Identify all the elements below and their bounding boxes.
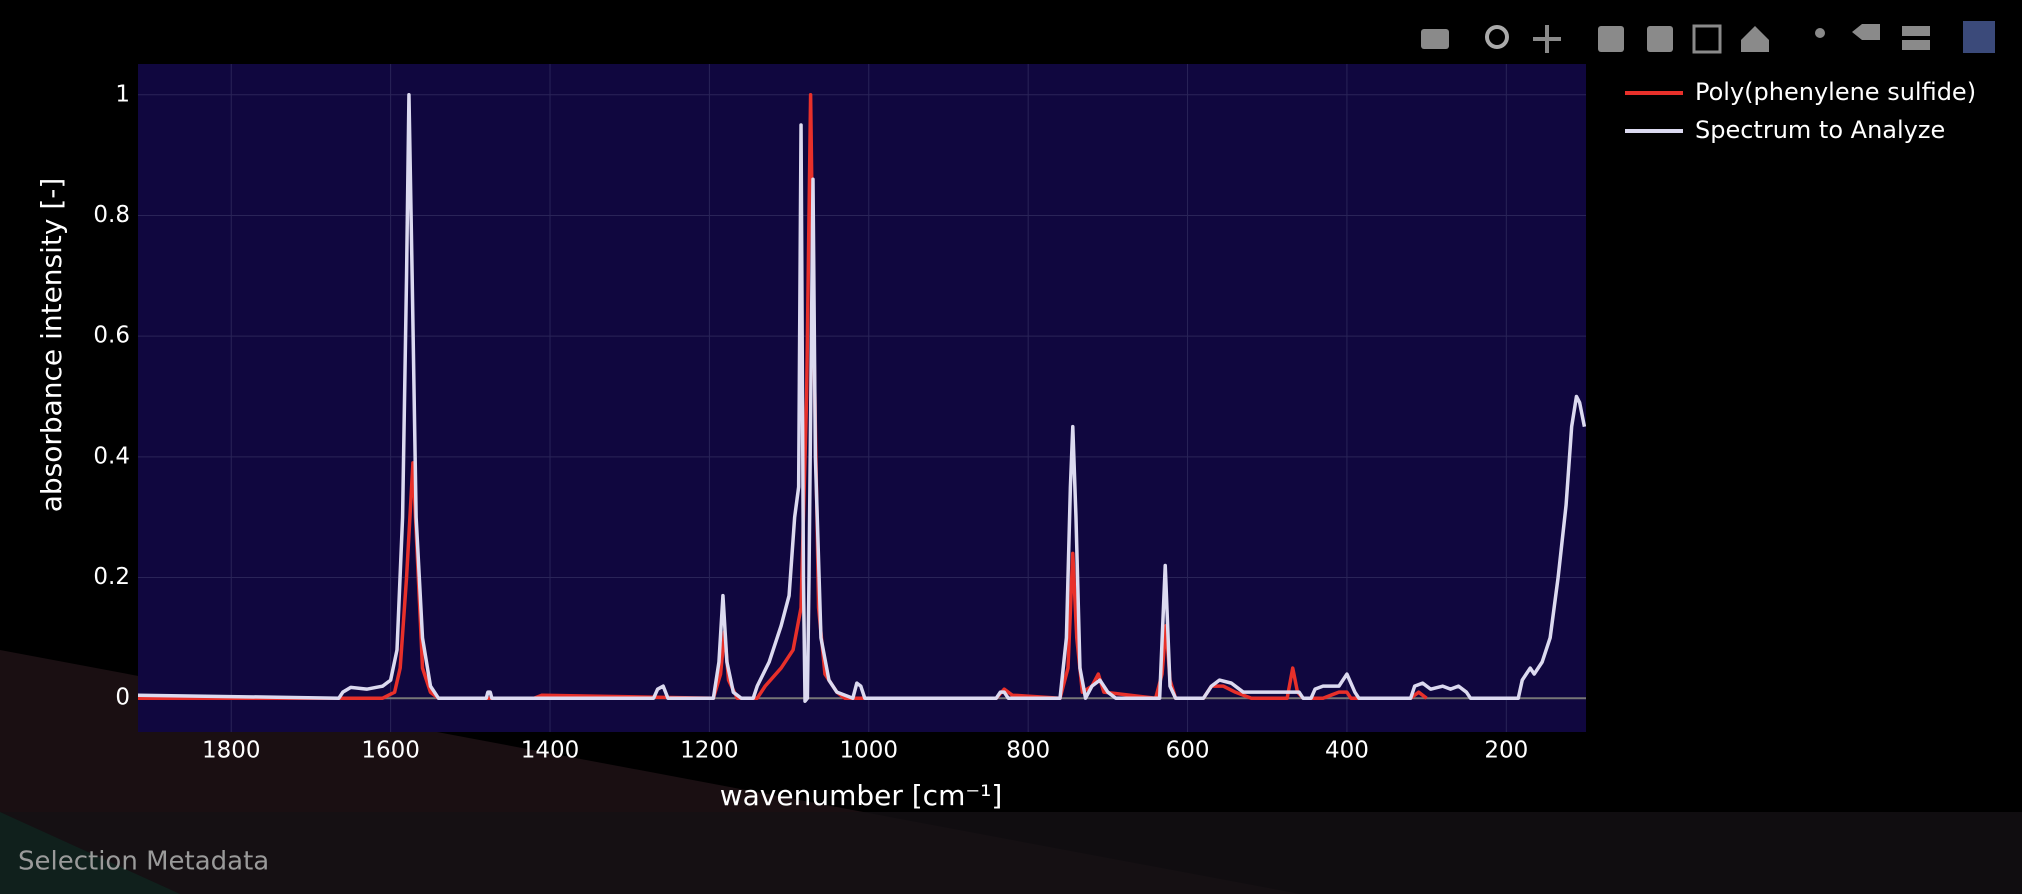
hover-compare-button[interactable] <box>1902 40 1930 50</box>
y-tick-label: 1 <box>115 81 130 107</box>
x-tick-label: 200 <box>1484 738 1528 764</box>
reset-button[interactable] <box>1741 26 1769 52</box>
x-tick-label: 1600 <box>361 738 420 764</box>
zoom-in-button[interactable] <box>1598 26 1624 52</box>
spike-button[interactable] <box>1815 28 1825 38</box>
hover-compare-button[interactable] <box>1902 26 1930 36</box>
zoom-out-button[interactable] <box>1647 26 1673 52</box>
x-tick-label: 1400 <box>521 738 580 764</box>
plot-lines <box>138 93 1586 703</box>
footer-bar <box>0 812 2022 894</box>
y-tick-label: 0.4 <box>93 443 130 469</box>
x-tick-label: 1800 <box>202 738 261 764</box>
autoscale-button[interactable] <box>1692 24 1722 54</box>
y-tick-label: 0.2 <box>93 564 130 590</box>
pan-button[interactable] <box>1533 25 1561 53</box>
camera-button[interactable] <box>1421 29 1449 49</box>
y-tick-label: 0.6 <box>93 323 130 349</box>
y-tick-label: 0 <box>115 685 130 711</box>
zoom-button[interactable] <box>1485 25 1509 49</box>
plot-area <box>138 64 1586 732</box>
y-axis-title: absorbance intensity [-] <box>35 178 68 513</box>
x-tick-label: 1200 <box>680 738 739 764</box>
plotly-logo[interactable] <box>1963 21 1995 53</box>
y-tick-label: 0.8 <box>93 202 130 228</box>
selection-metadata[interactable]: Selection Metadata <box>18 847 269 877</box>
spectrum-line <box>138 93 1586 703</box>
hover-closest-button[interactable] <box>1852 24 1880 40</box>
background-shape <box>0 812 180 894</box>
modebar <box>1421 21 1995 54</box>
x-tick-label: 800 <box>1006 738 1050 764</box>
legend-label[interactable]: Spectrum to Analyze <box>1695 116 1945 144</box>
x-axis-title: wavenumber [cm⁻¹] <box>720 779 1003 812</box>
x-tick-label: 400 <box>1325 738 1369 764</box>
x-tick-label: 600 <box>1166 738 1210 764</box>
legend-label[interactable]: Poly(phenylene sulfide) <box>1695 78 1976 106</box>
x-tick-label: 1000 <box>840 738 899 764</box>
